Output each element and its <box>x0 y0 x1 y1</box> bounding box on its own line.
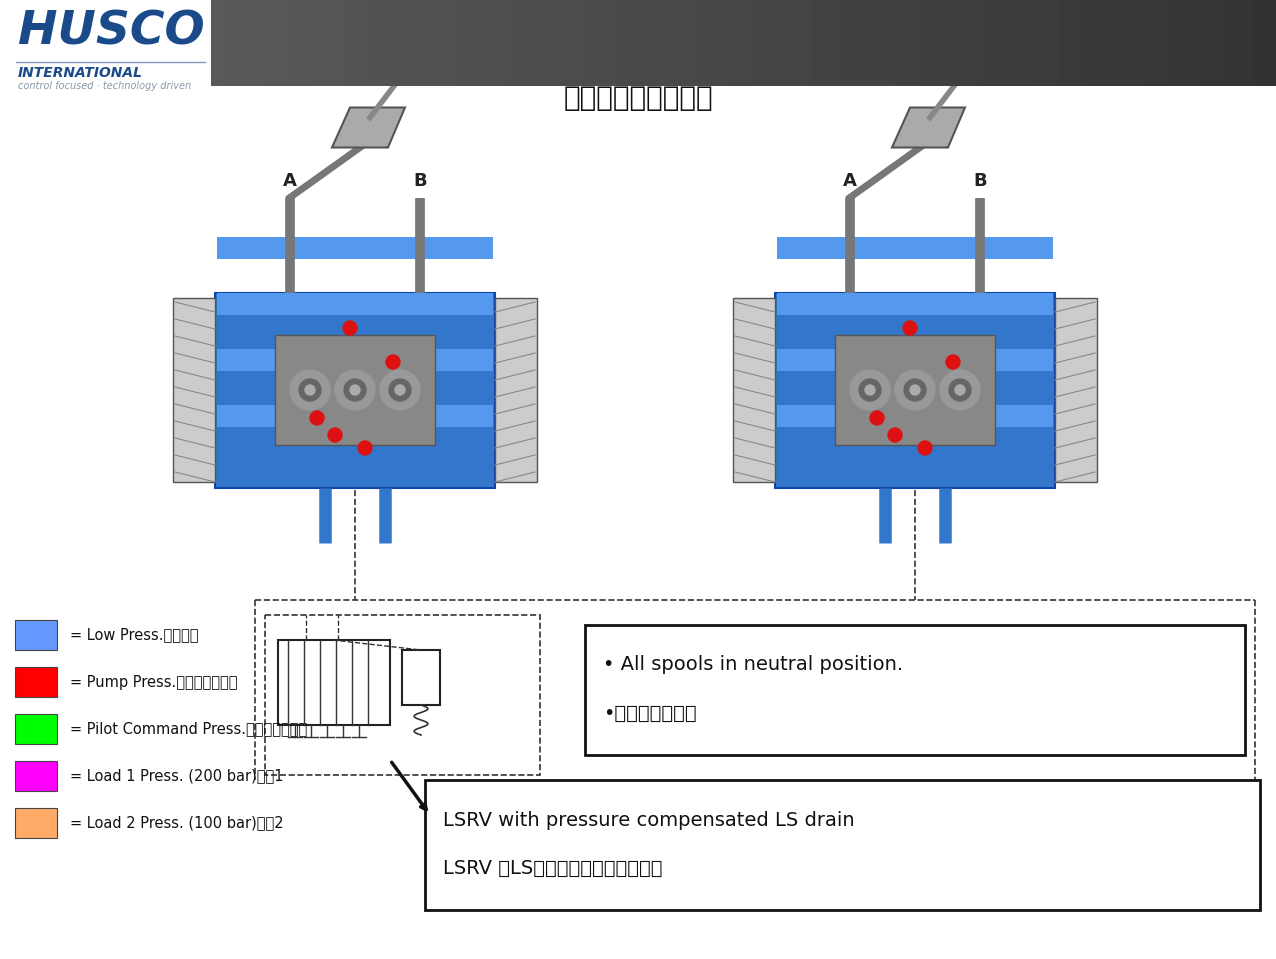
Text: = Pump Press.（泵出口压力）: = Pump Press.（泵出口压力） <box>70 674 237 690</box>
Circle shape <box>305 385 315 395</box>
Circle shape <box>387 355 399 369</box>
Text: A: A <box>843 173 857 191</box>
Bar <box>278 640 390 725</box>
Circle shape <box>894 370 935 410</box>
Circle shape <box>359 441 373 455</box>
Bar <box>214 292 495 487</box>
Text: = Low Press.（低压）: = Low Press.（低压） <box>70 627 199 643</box>
Bar <box>15 620 57 650</box>
Text: B: B <box>413 173 426 191</box>
Circle shape <box>299 379 322 401</box>
Circle shape <box>328 428 342 442</box>
Polygon shape <box>332 107 404 148</box>
Bar <box>777 292 1053 315</box>
Circle shape <box>903 379 926 401</box>
Text: 阀的补偿功能的介绍: 阀的补偿功能的介绍 <box>563 84 713 112</box>
Circle shape <box>389 379 411 401</box>
Bar <box>775 292 1055 487</box>
Circle shape <box>350 385 360 395</box>
Bar <box>217 237 493 259</box>
Circle shape <box>345 379 366 401</box>
Circle shape <box>903 321 917 335</box>
Circle shape <box>888 428 902 442</box>
Circle shape <box>850 370 889 410</box>
Bar <box>217 405 493 427</box>
Text: •所有阀芯在中位: •所有阀芯在中位 <box>604 704 697 722</box>
Text: = Load 1 Press. (200 bar)负载1: = Load 1 Press. (200 bar)负载1 <box>70 768 283 784</box>
Circle shape <box>380 370 420 410</box>
Text: • All spools in neutral position.: • All spools in neutral position. <box>604 656 903 674</box>
Bar <box>835 335 995 445</box>
Text: B: B <box>974 173 986 191</box>
Bar <box>425 780 1259 910</box>
Bar <box>15 714 57 744</box>
Circle shape <box>910 385 920 395</box>
Text: HUSCO: HUSCO <box>18 10 204 55</box>
Bar <box>276 335 435 445</box>
Bar <box>217 292 493 315</box>
Circle shape <box>343 321 357 335</box>
Circle shape <box>954 385 965 395</box>
Bar <box>777 348 1053 370</box>
Bar <box>15 667 57 697</box>
Bar <box>777 237 1053 259</box>
Circle shape <box>310 411 324 425</box>
Bar <box>217 348 493 370</box>
Circle shape <box>859 379 880 401</box>
Circle shape <box>870 411 884 425</box>
Text: = Load 2 Press. (100 bar)负载2: = Load 2 Press. (100 bar)负载2 <box>70 815 283 830</box>
Text: LSRV with pressure compensated LS drain: LSRV with pressure compensated LS drain <box>443 810 855 830</box>
Bar <box>15 808 57 838</box>
Bar <box>584 625 1245 755</box>
Polygon shape <box>892 107 965 148</box>
Text: = Pilot Command Press.先导阀输出压力: = Pilot Command Press.先导阀输出压力 <box>70 721 308 737</box>
Text: control focused · technology driven: control focused · technology driven <box>18 81 191 91</box>
Bar <box>402 650 440 705</box>
Bar <box>777 405 1053 427</box>
Text: Valve Compensation: Valve Compensation <box>431 45 845 79</box>
Circle shape <box>917 441 931 455</box>
Text: CONFIDENTIAL: CONFIDENTIAL <box>1129 20 1256 35</box>
Circle shape <box>865 385 875 395</box>
Circle shape <box>290 370 330 410</box>
Circle shape <box>946 355 960 369</box>
Bar <box>732 298 775 482</box>
Circle shape <box>396 385 404 395</box>
Text: INTERNATIONAL: INTERNATIONAL <box>18 66 143 80</box>
Bar <box>15 761 57 791</box>
Circle shape <box>949 379 971 401</box>
Circle shape <box>940 370 980 410</box>
Bar <box>174 298 214 482</box>
Circle shape <box>336 370 375 410</box>
Bar <box>1055 298 1097 482</box>
Bar <box>265 615 540 775</box>
Bar <box>495 298 537 482</box>
Text: LSRV 的LS泄油是带压力补偿功能的: LSRV 的LS泄油是带压力补偿功能的 <box>443 858 662 877</box>
Text: A: A <box>283 173 297 191</box>
